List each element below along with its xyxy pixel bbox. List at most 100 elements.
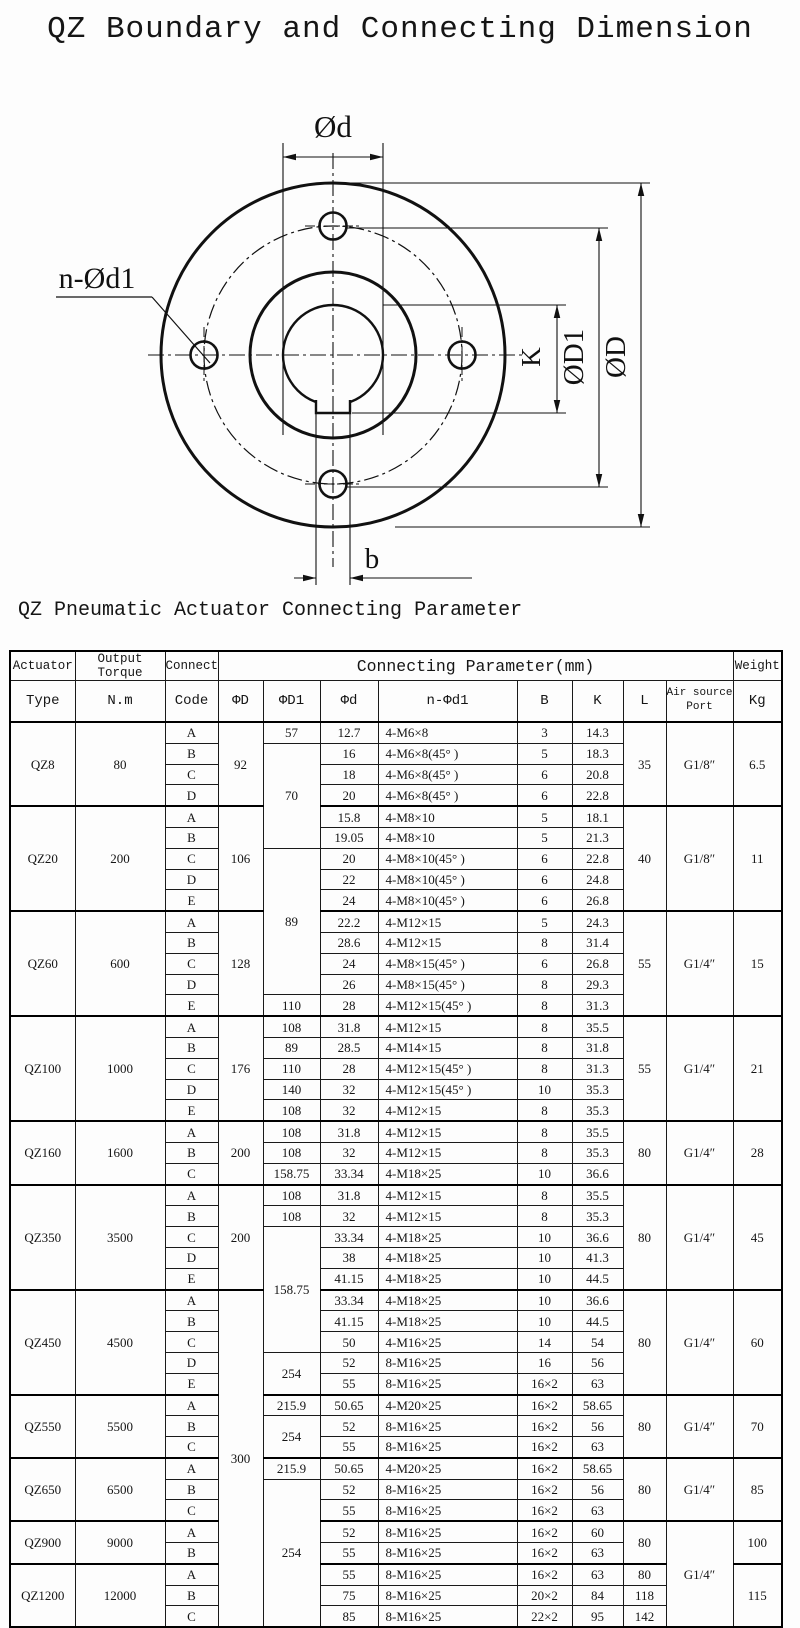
table-cell: 108	[262, 1120, 321, 1143]
table-cell: G1/4″	[665, 1183, 734, 1291]
table-cell: 26.8	[571, 889, 624, 912]
table-cell: 4-M16×25	[377, 1331, 518, 1353]
table-cell: 33.34	[319, 1226, 379, 1248]
table-cell: 22.8	[571, 784, 624, 807]
column-header: n-Φd1	[377, 680, 518, 723]
table-cell: 52	[319, 1415, 379, 1438]
table-cell: 600	[74, 910, 166, 1017]
table-cell: 254	[262, 1415, 321, 1459]
table-cell: C	[164, 763, 219, 786]
table-cell: A	[164, 1520, 219, 1544]
table-cell: 80	[622, 1562, 667, 1586]
table-cell: 12.7	[319, 720, 379, 744]
table-cell: 19.05	[319, 826, 379, 849]
table-cell: C	[164, 1605, 219, 1628]
table-cell: 80	[622, 1288, 667, 1395]
table-cell: 33.34	[319, 1162, 379, 1186]
table-cell: A	[164, 910, 219, 933]
table-cell: B	[164, 1542, 219, 1565]
column-header: Air source Port	[665, 680, 734, 723]
table-cell: G1/4″	[665, 1520, 734, 1628]
column-header: ΦD	[217, 680, 264, 723]
table-cell: 8	[516, 1120, 573, 1143]
table-cell: 215.9	[262, 1393, 321, 1417]
table-row: QZ60 600 A 128 22.2 4-M12×15 5 24.3 55 G1/4″ 15	[9, 910, 783, 1017]
table-cell: 55	[319, 1436, 379, 1459]
table-row: QZ1200 12000 A 55 8-M16×25 16×2 63 80 115	[9, 1562, 783, 1628]
table-cell: 44.5	[571, 1310, 624, 1333]
table-cell: 31.3	[571, 1057, 624, 1080]
table-cell: QZ8	[9, 720, 76, 807]
table-cell: 22×2	[516, 1605, 573, 1628]
table-cell: 140	[262, 1078, 321, 1101]
od-label: Ød	[314, 109, 352, 144]
table-cell: 4-M12×15	[377, 1099, 518, 1122]
table-cell: A	[164, 1015, 219, 1038]
table-cell: 8	[516, 1183, 573, 1207]
table-cell: 8	[516, 1099, 573, 1122]
table-cell: 29.3	[571, 973, 624, 996]
table-row: C 89 20 4-M8×10(45° ) 6 22.8	[10, 847, 782, 996]
table-cell: 4-M18×25	[377, 1246, 518, 1269]
table-cell: 6500	[74, 1456, 166, 1522]
table-cell: B	[164, 1141, 219, 1164]
table-row: QZ20 200 A 106 15.8 4-M8×10 5 18.1 40 G1/8″ 11	[9, 805, 783, 912]
table-cell: 8-M16×25	[377, 1584, 518, 1607]
table-cell: 108	[262, 1183, 321, 1207]
table-cell: 32	[319, 1099, 379, 1122]
table-cell: 58.65	[571, 1393, 624, 1417]
table-cell: 4-M12×15	[377, 1141, 518, 1164]
table-cell: 35.5	[571, 1120, 624, 1143]
table-row: QZ650 6500 A 215.9 50.65 4-M20×25 16×2 58.65 80 G…	[9, 1456, 783, 1522]
table-cell: 200	[217, 1183, 264, 1291]
n-od1-label: n-Ød1	[59, 262, 136, 295]
table-cell: C	[164, 1436, 219, 1459]
table-cell: A	[164, 720, 219, 744]
keyway-slot	[314, 400, 352, 415]
table-cell: 80	[622, 1393, 667, 1459]
table-cell: 4-M18×25	[377, 1310, 518, 1333]
table-cell: 22.2	[319, 910, 379, 933]
table-cell: 8	[516, 1015, 573, 1038]
table-cell: 60	[571, 1520, 624, 1544]
table-cell: 8-M16×25	[377, 1478, 518, 1501]
table-cell: 3	[516, 720, 573, 744]
table-cell: 55	[319, 1372, 379, 1396]
table-cell: 8-M16×25	[377, 1562, 518, 1586]
table-cell: E	[164, 1372, 219, 1396]
table-row: QZ350 3500 A 200 108 31.8 4-M12×15 8 35.5 80 G1/4″…	[9, 1183, 783, 1291]
table-cell: 89	[262, 847, 321, 996]
table-cell: A	[164, 1393, 219, 1417]
table-cell: 20.8	[571, 763, 624, 786]
table-cell: 108	[262, 1015, 321, 1038]
table-cell: 108	[262, 1099, 321, 1122]
table-cell: 8-M16×25	[377, 1415, 518, 1438]
table-cell: 95	[571, 1605, 624, 1628]
table-cell: 5	[516, 910, 573, 933]
table-cell: E	[164, 889, 219, 912]
table-cell: 56	[571, 1415, 624, 1438]
table-cell: 4-M20×25	[377, 1456, 518, 1480]
table-cell: 50	[319, 1331, 379, 1353]
table-cell: 16×2	[516, 1456, 573, 1480]
column-header: Code	[164, 680, 219, 723]
table-cell: 4-M18×25	[377, 1267, 518, 1291]
table-cell: 52	[319, 1351, 379, 1374]
table-cell: 110	[262, 1057, 321, 1080]
table-cell: 16×2	[516, 1415, 573, 1438]
table-cell: 16×2	[516, 1436, 573, 1459]
table-cell: 8	[516, 1057, 573, 1080]
column-header: L	[622, 680, 667, 723]
table-cell: 8-M16×25	[377, 1542, 518, 1565]
table-row: D 140 32 4-M12×15(45° ) 10 35.3	[10, 1078, 782, 1101]
table-cell: 8	[516, 1205, 573, 1228]
table-cell: 21	[732, 1015, 783, 1122]
table-cell: 85	[732, 1456, 783, 1522]
column-group-header: Connect	[164, 650, 219, 681]
table-cell: 31.4	[571, 931, 624, 954]
table-cell: 24.3	[571, 910, 624, 933]
table-cell: 4-M12×15	[377, 1183, 518, 1207]
table-cell: 92	[217, 720, 264, 807]
table-title: QZ Pneumatic Actuator Connecting Paramet…	[18, 599, 523, 622]
